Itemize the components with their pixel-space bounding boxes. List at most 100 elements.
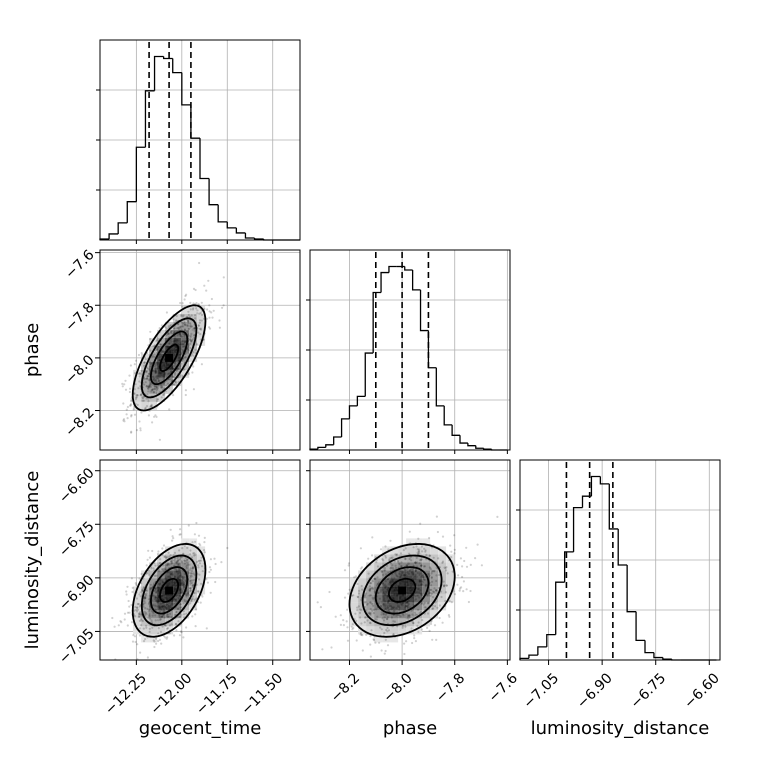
- scatter-point: [133, 363, 136, 366]
- scatter-point: [149, 385, 152, 388]
- scatter-point: [176, 367, 179, 370]
- contour-geocent-time-luminosity-distance-2: [140, 554, 198, 627]
- scatter-point: [182, 581, 185, 584]
- scatter-point: [158, 605, 161, 609]
- scatter-point: [399, 598, 402, 601]
- scatter-point: [448, 615, 451, 618]
- scatter-point: [141, 590, 144, 593]
- scatter-point: [346, 608, 349, 611]
- scatter-point: [368, 612, 371, 615]
- scatter-point: [369, 601, 372, 604]
- scatter-point: [434, 601, 437, 604]
- scatter-point: [376, 576, 379, 579]
- scatter-point: [190, 340, 193, 343]
- scatter-point: [403, 596, 406, 600]
- scatter-point: [195, 302, 198, 305]
- scatter-point: [191, 584, 194, 587]
- scatter-point: [414, 595, 417, 598]
- scatter-point: [408, 587, 411, 590]
- scatter-point: [161, 371, 164, 375]
- scatter-point: [156, 586, 159, 589]
- hist-bar-geocent-time-12: [208, 178, 219, 206]
- scatter-point: [395, 589, 398, 592]
- scatter-point: [208, 566, 212, 569]
- scatter-point: [156, 387, 159, 390]
- density-cell: [165, 578, 174, 587]
- density-cell: [141, 393, 150, 402]
- scatter-point: [181, 322, 184, 325]
- scatter-point: [361, 588, 364, 591]
- scatter-point: [182, 325, 185, 328]
- density-cell: [446, 578, 455, 587]
- scatter-point: [164, 366, 168, 369]
- scatter-point: [461, 565, 464, 568]
- scatter-point: [117, 624, 120, 627]
- scatter-point: [182, 349, 185, 352]
- scatter-point: [359, 633, 362, 636]
- scatter-point: [176, 593, 179, 596]
- scatter-point: [198, 542, 201, 545]
- scatter-point: [177, 576, 180, 579]
- scatter-point: [420, 602, 423, 605]
- scatter-point: [138, 375, 141, 378]
- scatter-point: [183, 345, 186, 348]
- scatter-point: [155, 380, 158, 383]
- scatter-point: [173, 551, 177, 555]
- scatter-point: [147, 384, 150, 387]
- scatter-point: [412, 546, 415, 549]
- scatter-point: [175, 570, 178, 573]
- scatter-point: [397, 608, 401, 611]
- scatter-point: [378, 641, 381, 644]
- scatter-point: [154, 414, 157, 417]
- scatter-point: [431, 570, 434, 573]
- histogram-layer: [99, 42, 717, 661]
- hist-bar-geocent-time-3: [126, 201, 137, 223]
- tick-label-luminosity-distance-y-0: −7.05: [56, 626, 98, 668]
- scatter-point: [191, 615, 194, 618]
- scatter-point: [170, 377, 173, 381]
- scatter-point: [416, 548, 419, 551]
- scatter-point: [353, 576, 356, 579]
- scatter-point: [388, 604, 391, 607]
- scatter-point: [399, 595, 402, 598]
- scatter-point: [384, 600, 387, 603]
- scatter-point: [414, 569, 417, 572]
- scatter-point: [399, 576, 402, 579]
- scatter-point: [159, 558, 162, 561]
- scatter-point: [181, 577, 184, 580]
- scatter-point: [377, 601, 381, 604]
- scatter-point: [172, 376, 175, 379]
- density-cell: [149, 385, 158, 394]
- scatter-point: [449, 544, 452, 547]
- density-cell: [141, 602, 150, 611]
- scatter-point: [186, 558, 189, 561]
- scatter-point: [181, 589, 184, 592]
- density-cell: [149, 602, 158, 611]
- scatter-point: [165, 598, 168, 601]
- scatter-point: [424, 584, 427, 587]
- scatter-point: [146, 589, 149, 592]
- scatter-point: [178, 571, 181, 574]
- scatter-point: [187, 327, 190, 331]
- scatter-point: [173, 575, 176, 578]
- scatter-point: [160, 642, 163, 645]
- scatter-point: [172, 367, 175, 370]
- scatter-point: [352, 626, 355, 630]
- scatter-point: [416, 571, 419, 575]
- scatter-point: [185, 594, 188, 597]
- scatter-point: [367, 557, 370, 560]
- scatter-point: [179, 580, 183, 584]
- scatter-point: [180, 591, 183, 594]
- scatter-point: [206, 317, 209, 320]
- scatter-point: [183, 333, 186, 337]
- scatter-point: [406, 588, 409, 591]
- scatter-point: [392, 633, 395, 636]
- scatter-point: [156, 387, 159, 390]
- scatter-point: [185, 567, 188, 570]
- scatter-point: [174, 350, 177, 353]
- scatter-point: [153, 415, 156, 418]
- scatter-point: [406, 591, 409, 594]
- scatter-point: [369, 613, 372, 616]
- scatter-point: [200, 328, 203, 331]
- scatter-point: [171, 573, 174, 577]
